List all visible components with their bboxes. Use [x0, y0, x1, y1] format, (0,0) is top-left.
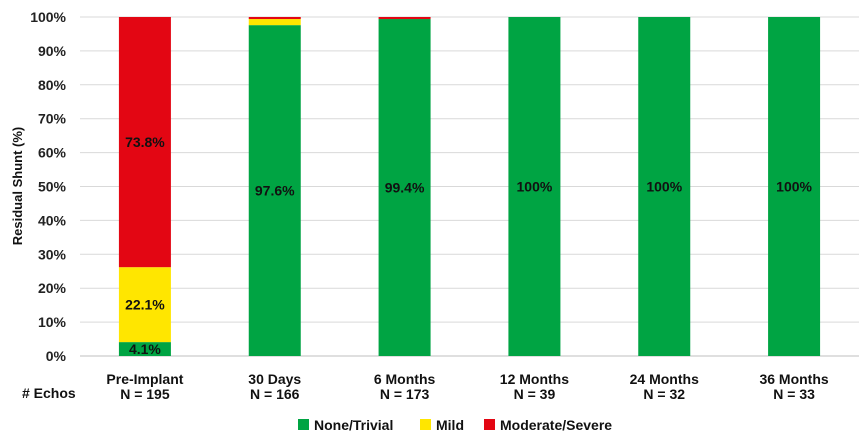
bar-segment: [508, 17, 561, 356]
x-category-count: N = 173: [380, 386, 430, 402]
y-tick-label: 70%: [38, 111, 67, 127]
y-axis-ticks: 0% 10% 20% 30% 40% 50% 60% 70% 80% 90% 100%: [30, 9, 66, 364]
bar-segment: [118, 267, 171, 343]
echo-count-label: # Echos: [22, 385, 76, 401]
legend-label: Moderate/Severe: [500, 417, 612, 433]
bar-segment: [378, 17, 431, 20]
data-label: 22.1%: [125, 297, 165, 313]
data-label: 100%: [646, 179, 682, 195]
x-category-label: 30 Days: [248, 371, 301, 387]
x-category-label: 12 Months: [500, 371, 569, 387]
bar-segment: [248, 19, 301, 26]
x-category-count: N = 32: [643, 386, 685, 402]
data-label: 99.4%: [385, 180, 425, 196]
data-label: 97.6%: [255, 183, 295, 199]
x-category-count: N = 39: [514, 386, 556, 402]
y-tick-label: 90%: [38, 43, 67, 59]
bars: [118, 17, 821, 357]
x-category-count: N = 166: [250, 386, 300, 402]
legend: None/Trivial Mild Moderate/Severe: [298, 417, 612, 433]
y-tick-label: 40%: [38, 212, 67, 228]
data-label: 4.1%: [129, 341, 161, 357]
bar-segment: [118, 342, 171, 356]
x-category-label: 6 Months: [374, 371, 436, 387]
x-category-label: 36 Months: [759, 371, 828, 387]
y-axis-label: Residual Shunt (%): [10, 127, 25, 245]
y-tick-label: 0%: [46, 348, 67, 364]
x-category-count: N = 195: [120, 386, 170, 402]
bar-segment: [768, 17, 821, 356]
data-labels: 4.1% 22.1% 73.8% 97.6% 99.4% 100% 100% 100%: [125, 134, 812, 357]
legend-label: Mild: [436, 417, 464, 433]
y-tick-label: 60%: [38, 145, 67, 161]
grid-lines: [80, 16, 859, 323]
y-tick-label: 30%: [38, 246, 67, 262]
y-tick-label: 50%: [38, 179, 67, 195]
data-label: 73.8%: [125, 134, 165, 150]
x-category-count: N = 33: [773, 386, 815, 402]
data-label: 100%: [776, 179, 812, 195]
y-tick-label: 100%: [30, 9, 66, 25]
bar-segment: [378, 19, 431, 357]
legend-label: None/Trivial: [314, 417, 393, 433]
legend-swatch: [484, 419, 495, 430]
y-tick-label: 20%: [38, 280, 67, 296]
legend-swatch: [420, 419, 431, 430]
bar-segment: [248, 25, 301, 357]
x-category-label: Pre-Implant: [106, 371, 183, 387]
y-tick-label: 80%: [38, 77, 67, 93]
legend-swatch: [298, 419, 309, 430]
y-tick-label: 10%: [38, 314, 67, 330]
bar-segment: [248, 17, 301, 20]
x-category-label: 24 Months: [630, 371, 699, 387]
bar-segment: [638, 17, 691, 356]
bar-segment: [118, 17, 171, 268]
data-label: 100%: [517, 179, 553, 195]
